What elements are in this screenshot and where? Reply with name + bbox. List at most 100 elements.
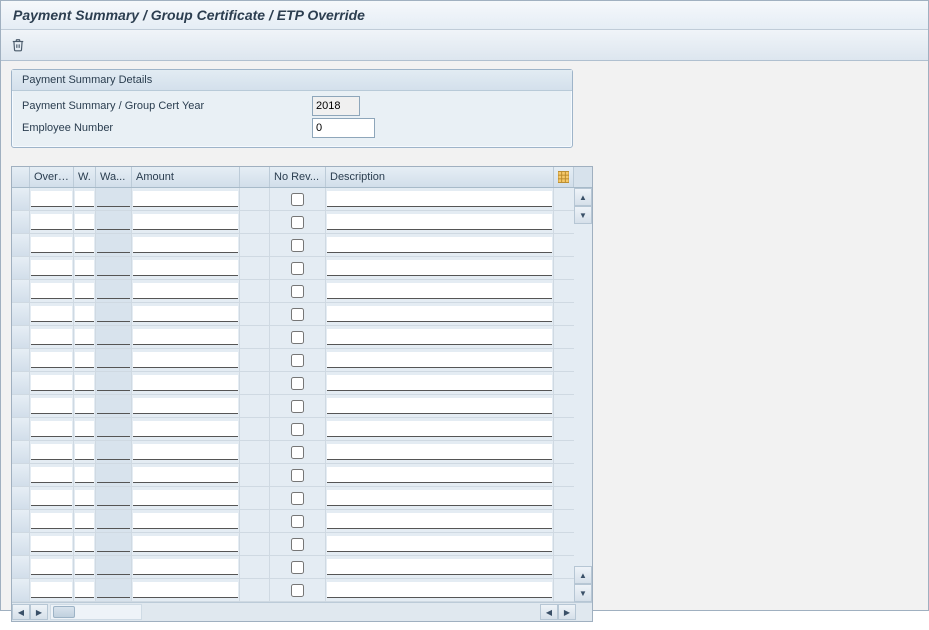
wa-input[interactable]	[97, 283, 130, 299]
cell-w[interactable]	[74, 234, 96, 256]
wa-input[interactable]	[97, 352, 130, 368]
cell-norev[interactable]	[270, 510, 326, 532]
year-field[interactable]	[312, 96, 360, 116]
cell-overr[interactable]	[30, 579, 74, 601]
cell-norev[interactable]	[270, 418, 326, 440]
w-input[interactable]	[75, 421, 94, 437]
cell-wa[interactable]	[96, 188, 132, 210]
description-input[interactable]	[327, 467, 552, 483]
cell-amount[interactable]	[132, 280, 240, 302]
cell-amount[interactable]	[132, 372, 240, 394]
cell-norev[interactable]	[270, 487, 326, 509]
description-input[interactable]	[327, 306, 552, 322]
cell-description[interactable]	[326, 234, 554, 256]
cell-description[interactable]	[326, 418, 554, 440]
cell-amount[interactable]	[132, 188, 240, 210]
cell-description[interactable]	[326, 257, 554, 279]
cell-overr[interactable]	[30, 533, 74, 555]
wa-input[interactable]	[97, 513, 130, 529]
cell-amount[interactable]	[132, 303, 240, 325]
cell-w[interactable]	[74, 188, 96, 210]
row-selector[interactable]	[12, 441, 30, 463]
cell-norev[interactable]	[270, 349, 326, 371]
cell-wa[interactable]	[96, 211, 132, 233]
description-input[interactable]	[327, 582, 552, 598]
w-input[interactable]	[75, 467, 94, 483]
cell-description[interactable]	[326, 510, 554, 532]
hscroll-left-button[interactable]: ◀	[12, 604, 30, 620]
norev-checkbox[interactable]	[291, 515, 304, 528]
cell-norev[interactable]	[270, 533, 326, 555]
overr-input[interactable]	[31, 375, 72, 391]
amount-input[interactable]	[133, 513, 238, 529]
w-input[interactable]	[75, 444, 94, 460]
w-input[interactable]	[75, 306, 94, 322]
overr-input[interactable]	[31, 398, 72, 414]
w-input[interactable]	[75, 375, 94, 391]
row-selector[interactable]	[12, 533, 30, 555]
cell-w[interactable]	[74, 533, 96, 555]
cell-amount[interactable]	[132, 464, 240, 486]
cell-amount[interactable]	[132, 510, 240, 532]
cell-wa[interactable]	[96, 349, 132, 371]
norev-checkbox[interactable]	[291, 354, 304, 367]
overr-input[interactable]	[31, 214, 72, 230]
cell-overr[interactable]	[30, 234, 74, 256]
cell-amount[interactable]	[132, 234, 240, 256]
w-input[interactable]	[75, 329, 94, 345]
overr-input[interactable]	[31, 490, 72, 506]
cell-w[interactable]	[74, 418, 96, 440]
employee-number-field[interactable]	[312, 118, 375, 138]
cell-w[interactable]	[74, 372, 96, 394]
col-selector[interactable]	[12, 167, 30, 187]
row-selector[interactable]	[12, 372, 30, 394]
description-input[interactable]	[327, 237, 552, 253]
norev-checkbox[interactable]	[291, 492, 304, 505]
cell-description[interactable]	[326, 395, 554, 417]
row-selector[interactable]	[12, 280, 30, 302]
cell-amount[interactable]	[132, 395, 240, 417]
wa-input[interactable]	[97, 214, 130, 230]
wa-input[interactable]	[97, 421, 130, 437]
col-overr[interactable]: Overr...	[30, 167, 74, 187]
cell-overr[interactable]	[30, 464, 74, 486]
overr-input[interactable]	[31, 260, 72, 276]
cell-description[interactable]	[326, 556, 554, 578]
wa-input[interactable]	[97, 444, 130, 460]
w-input[interactable]	[75, 283, 94, 299]
norev-checkbox[interactable]	[291, 216, 304, 229]
cell-w[interactable]	[74, 464, 96, 486]
scroll-down-button[interactable]: ▼	[574, 206, 592, 224]
cell-norev[interactable]	[270, 257, 326, 279]
wa-input[interactable]	[97, 191, 130, 207]
norev-checkbox[interactable]	[291, 331, 304, 344]
amount-input[interactable]	[133, 352, 238, 368]
amount-input[interactable]	[133, 467, 238, 483]
row-selector[interactable]	[12, 464, 30, 486]
w-input[interactable]	[75, 237, 94, 253]
norev-checkbox[interactable]	[291, 423, 304, 436]
amount-input[interactable]	[133, 283, 238, 299]
w-input[interactable]	[75, 559, 94, 575]
cell-w[interactable]	[74, 280, 96, 302]
description-input[interactable]	[327, 513, 552, 529]
amount-input[interactable]	[133, 214, 238, 230]
row-selector[interactable]	[12, 349, 30, 371]
hscroll-right-button[interactable]: ▶	[30, 604, 48, 620]
cell-overr[interactable]	[30, 303, 74, 325]
cell-w[interactable]	[74, 556, 96, 578]
cell-norev[interactable]	[270, 303, 326, 325]
cell-wa[interactable]	[96, 441, 132, 463]
overr-input[interactable]	[31, 306, 72, 322]
description-input[interactable]	[327, 352, 552, 368]
overr-input[interactable]	[31, 191, 72, 207]
overr-input[interactable]	[31, 283, 72, 299]
scroll-up-button[interactable]: ▲	[574, 188, 592, 206]
configure-columns-button[interactable]	[558, 169, 569, 185]
description-input[interactable]	[327, 191, 552, 207]
hscroll-right-button-2[interactable]: ▶	[558, 604, 576, 620]
wa-input[interactable]	[97, 260, 130, 276]
amount-input[interactable]	[133, 444, 238, 460]
description-input[interactable]	[327, 214, 552, 230]
overr-input[interactable]	[31, 352, 72, 368]
